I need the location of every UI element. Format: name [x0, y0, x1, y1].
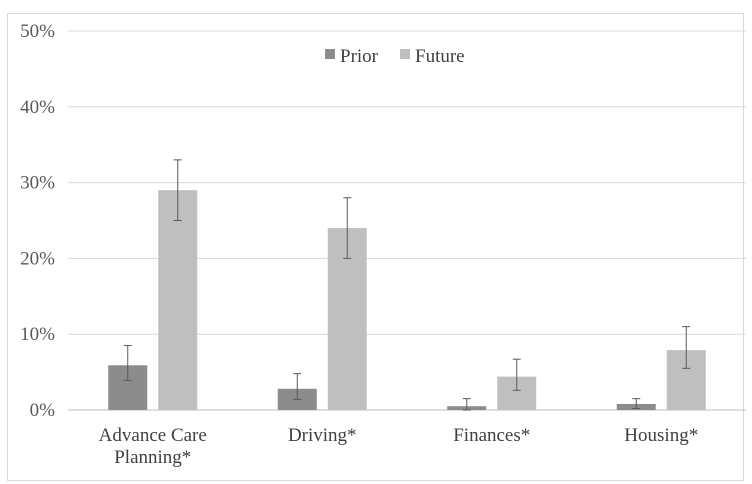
- legend-swatch-future: [400, 49, 410, 59]
- y-tick-label: 40%: [20, 97, 55, 118]
- x-category-label: Planning*: [114, 447, 191, 468]
- x-category-label: Finances*: [453, 425, 530, 446]
- error-bars: [123, 159, 691, 411]
- legend: Prior Future: [325, 46, 465, 67]
- y-tick-label: 10%: [20, 324, 55, 345]
- legend-label-future: Future: [415, 46, 465, 67]
- y-axis-ticks: 0% 10% 20% 30% 40% 50%: [20, 21, 55, 421]
- y-tick-label: 50%: [20, 21, 55, 42]
- x-category-label: Housing*: [624, 425, 698, 446]
- legend-label-prior: Prior: [340, 46, 379, 67]
- y-tick-label: 30%: [20, 173, 55, 194]
- legend-swatch-prior: [325, 49, 335, 59]
- bars: [108, 190, 706, 410]
- x-category-label: Driving*: [288, 425, 357, 446]
- y-tick-label: 0%: [30, 400, 56, 421]
- y-tick-label: 20%: [20, 248, 55, 269]
- x-category-label: Advance Care: [99, 425, 207, 446]
- bar-future: [158, 190, 198, 410]
